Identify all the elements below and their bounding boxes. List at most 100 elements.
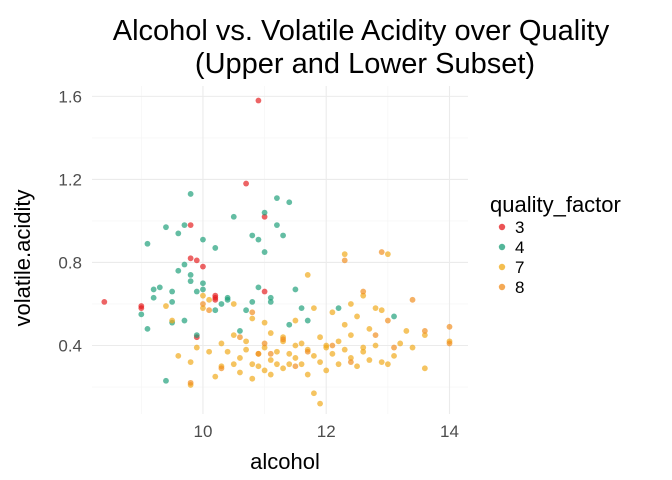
data-point xyxy=(261,344,268,351)
data-point xyxy=(341,257,348,264)
data-point xyxy=(169,317,176,324)
data-point xyxy=(150,286,157,293)
data-point xyxy=(169,298,176,305)
data-point xyxy=(329,309,336,316)
data-point xyxy=(311,305,317,312)
data-point xyxy=(286,361,293,368)
data-point xyxy=(304,317,311,324)
data-point xyxy=(354,363,360,370)
x-axis-ticks: 10 12 14 xyxy=(193,422,458,441)
legend-label: 4 xyxy=(515,238,524,257)
data-point xyxy=(249,315,256,322)
data-point xyxy=(237,334,243,341)
data-point xyxy=(230,332,237,339)
legend-key xyxy=(498,223,506,231)
data-point xyxy=(354,313,360,320)
data-point xyxy=(237,328,243,334)
data-point xyxy=(378,307,385,314)
data-point xyxy=(366,357,373,363)
data-point xyxy=(200,292,206,299)
data-point xyxy=(218,301,225,307)
data-point xyxy=(249,375,256,382)
data-point xyxy=(329,342,336,349)
data-point xyxy=(446,323,453,330)
y-tick-label: 0.4 xyxy=(58,336,82,355)
data-point xyxy=(384,251,391,258)
data-point xyxy=(200,263,206,270)
data-point xyxy=(212,245,219,251)
data-point xyxy=(187,272,194,278)
data-point xyxy=(237,355,243,361)
x-tick-label: 12 xyxy=(317,422,336,441)
data-point xyxy=(360,348,367,355)
data-point xyxy=(341,346,348,353)
data-point xyxy=(249,361,256,368)
data-point xyxy=(360,344,367,351)
data-point xyxy=(163,303,169,309)
data-point xyxy=(169,288,176,295)
chart-title-line-1: Alcohol vs. Volatile Acidity over Qualit… xyxy=(113,15,610,47)
y-axis-ticks: 0.4 0.8 1.2 1.6 xyxy=(58,87,82,355)
data-point xyxy=(206,296,213,303)
data-point xyxy=(292,286,299,293)
data-point xyxy=(187,191,194,197)
data-point xyxy=(187,222,194,228)
data-point xyxy=(200,236,206,243)
data-point xyxy=(286,199,293,206)
data-point xyxy=(255,97,262,104)
data-point xyxy=(163,377,169,384)
grid xyxy=(92,86,468,414)
data-point xyxy=(206,348,213,355)
data-point xyxy=(212,307,219,314)
data-point xyxy=(150,294,157,301)
data-point xyxy=(292,363,299,370)
data-point xyxy=(243,307,249,314)
data-point xyxy=(335,361,342,368)
data-point xyxy=(397,340,404,347)
data-point xyxy=(267,294,274,301)
data-point xyxy=(329,350,336,357)
data-point xyxy=(378,359,385,366)
data-point xyxy=(304,272,311,278)
data-point xyxy=(200,280,206,287)
legend-label: 3 xyxy=(515,218,524,237)
data-point xyxy=(243,338,249,345)
data-point xyxy=(249,298,256,305)
data-point xyxy=(421,332,428,339)
data-point xyxy=(230,301,237,307)
data-point xyxy=(347,355,354,361)
data-point xyxy=(212,296,219,303)
y-tick-label: 1.6 xyxy=(58,87,82,106)
data-point xyxy=(267,371,274,378)
data-point xyxy=(391,313,397,320)
data-point xyxy=(230,361,237,368)
y-axis-label: volatile.acidity xyxy=(10,190,35,327)
data-point xyxy=(274,348,280,355)
data-point xyxy=(187,379,194,386)
data-point xyxy=(206,307,213,314)
data-point xyxy=(144,240,151,247)
data-point xyxy=(187,359,194,366)
data-point xyxy=(101,298,108,305)
data-point xyxy=(144,325,151,332)
data-point xyxy=(218,365,225,372)
data-point xyxy=(317,334,323,341)
data-point xyxy=(409,296,416,303)
data-point xyxy=(286,321,293,328)
data-point xyxy=(274,361,280,368)
data-point xyxy=(267,357,274,363)
data-point xyxy=(175,230,182,237)
y-tick-label: 0.8 xyxy=(58,253,82,272)
data-point xyxy=(200,286,206,293)
data-point xyxy=(249,309,256,316)
data-point xyxy=(138,305,145,312)
data-points xyxy=(101,97,453,407)
data-point xyxy=(193,257,200,264)
data-point xyxy=(187,255,194,262)
data-point xyxy=(200,301,206,307)
data-point xyxy=(360,288,367,295)
data-point xyxy=(243,346,249,353)
data-point xyxy=(274,222,280,228)
data-point xyxy=(274,195,280,202)
